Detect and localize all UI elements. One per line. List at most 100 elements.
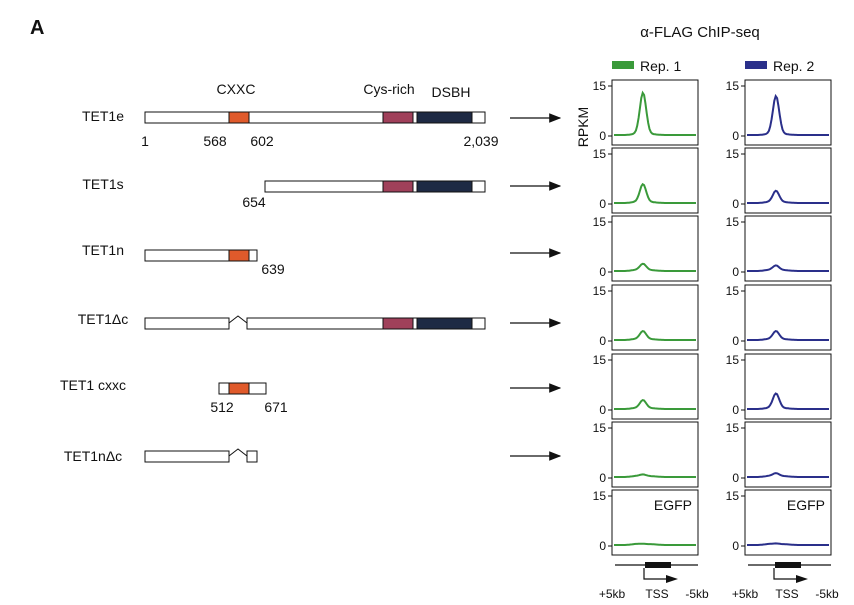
dsbh-domain bbox=[416, 317, 473, 330]
x-tick-label: +5kb bbox=[599, 587, 626, 601]
chip-title: α-FLAG ChIP-seq bbox=[640, 24, 760, 41]
legend-label-rep2: Rep. 2 bbox=[773, 58, 814, 74]
x-tick-label: TSS bbox=[775, 587, 798, 601]
cys-rich-domain bbox=[382, 317, 414, 330]
signal-line-Rep. 2 bbox=[747, 189, 829, 204]
y-tick-label: 0 bbox=[732, 403, 739, 417]
y-tick-label: 15 bbox=[593, 353, 607, 367]
signal-line-Rep. 1 bbox=[614, 90, 696, 136]
chip-panel: 15 0 bbox=[593, 284, 699, 351]
deletion-gap bbox=[228, 315, 248, 324]
y-tick-label: 15 bbox=[726, 353, 740, 367]
tss-arrow-icon bbox=[666, 575, 678, 583]
construct-diagram-tet1-delta-c bbox=[144, 315, 486, 330]
signal-line-Rep. 2 bbox=[747, 93, 829, 136]
chip-panel: 15 0 bbox=[593, 421, 699, 488]
chip-panel: 15 0 bbox=[726, 284, 832, 351]
y-tick-label: 15 bbox=[726, 489, 740, 503]
y-tick-label: 0 bbox=[732, 334, 739, 348]
y-tick-label: 15 bbox=[593, 147, 607, 161]
y-tick-label: 0 bbox=[599, 471, 606, 485]
gene-model-rep1 bbox=[615, 562, 698, 583]
dsbh-domain-label: DSBH bbox=[432, 84, 471, 100]
chip-panel: 15 0 bbox=[726, 421, 832, 488]
chip-panel: 15 0 EGFP bbox=[593, 489, 699, 556]
position-label: 512 bbox=[210, 399, 234, 415]
egfp-label: EGFP bbox=[654, 497, 692, 513]
chip-panel: 15 0 bbox=[593, 147, 699, 214]
y-tick-label: 0 bbox=[599, 403, 606, 417]
construct-diagram-tet1n-delta-c bbox=[144, 448, 258, 463]
signal-line-Rep. 2 bbox=[747, 472, 829, 478]
cxxc-domain bbox=[228, 249, 250, 262]
y-tick-label: 0 bbox=[732, 197, 739, 211]
x-tick-label: +5kb bbox=[732, 587, 759, 601]
chip-panel: 15 0 bbox=[726, 353, 832, 420]
x-tick-label: -5kb bbox=[685, 587, 709, 601]
legend-swatch-rep2 bbox=[745, 61, 767, 69]
cxxc-domain bbox=[228, 382, 250, 395]
y-tick-label: 0 bbox=[732, 539, 739, 553]
y-tick-label: 15 bbox=[593, 215, 607, 229]
y-tick-label: 15 bbox=[726, 421, 740, 435]
chip-seq-panels: 15 0 15 0 15 0 15 0 15 0 15 0 15 0 15 0 15 0 15 0 15 0 15 0 15 0 E… bbox=[593, 79, 832, 556]
y-tick-label: 0 bbox=[599, 539, 606, 553]
signal-line-Rep. 1 bbox=[614, 330, 696, 341]
tss-arrow-icon bbox=[796, 575, 808, 583]
construct-diagram-tet1e bbox=[144, 111, 486, 124]
x-tick-label: -5kb bbox=[815, 587, 839, 601]
signal-line-Rep. 1 bbox=[614, 399, 696, 410]
cys-rich-domain-label: Cys-rich bbox=[363, 81, 414, 97]
cys-rich-domain bbox=[382, 180, 414, 193]
egfp-label: EGFP bbox=[787, 497, 825, 513]
y-tick-label: 0 bbox=[732, 265, 739, 279]
y-tick-label: 0 bbox=[599, 334, 606, 348]
cys-rich-domain bbox=[382, 111, 414, 124]
y-tick-label: 15 bbox=[726, 147, 740, 161]
y-tick-label: 15 bbox=[593, 489, 607, 503]
signal-line-Rep. 1 bbox=[614, 182, 696, 204]
position-label: 639 bbox=[261, 261, 285, 277]
signal-line-Rep. 2 bbox=[747, 264, 829, 272]
y-tick-label: 0 bbox=[732, 471, 739, 485]
x-tick-label: TSS bbox=[645, 587, 668, 601]
y-tick-label: 15 bbox=[593, 284, 607, 298]
chip-panel: 15 0 bbox=[593, 353, 699, 420]
construct-name: TET1e bbox=[82, 108, 124, 124]
y-tick-label: 15 bbox=[593, 79, 607, 93]
construct-diagram-tet1s bbox=[264, 180, 486, 193]
chip-panel: 15 0 bbox=[726, 215, 832, 282]
chip-panel: 15 0 bbox=[726, 147, 832, 214]
legend-label-rep1: Rep. 1 bbox=[640, 58, 681, 74]
chip-panel: 15 0 bbox=[593, 215, 699, 282]
deletion-gap bbox=[228, 448, 248, 457]
chip-panel: 15 0 EGFP bbox=[726, 489, 832, 556]
construct-diagram-tet1-cxxc bbox=[218, 382, 267, 395]
position-label: 602 bbox=[250, 133, 274, 149]
position-label: 1 bbox=[141, 133, 149, 149]
construct-name: TET1Δc bbox=[78, 311, 129, 327]
y-tick-label: 15 bbox=[593, 421, 607, 435]
signal-line-Rep. 1 bbox=[614, 262, 696, 272]
position-label: 671 bbox=[264, 399, 288, 415]
y-tick-label: 15 bbox=[726, 215, 740, 229]
y-tick-label: 0 bbox=[732, 129, 739, 143]
y-axis-title: RPKM bbox=[575, 107, 591, 147]
gene-model-rep2 bbox=[748, 562, 831, 583]
chip-panel: 15 0 bbox=[726, 79, 832, 146]
construct-name: TET1n bbox=[82, 242, 124, 258]
y-tick-label: 0 bbox=[599, 197, 606, 211]
cxxc-domain bbox=[228, 111, 250, 124]
position-label: 654 bbox=[242, 194, 266, 210]
y-tick-label: 0 bbox=[599, 129, 606, 143]
signal-line-Rep. 2 bbox=[747, 330, 829, 341]
y-tick-label: 0 bbox=[599, 265, 606, 279]
dsbh-domain bbox=[416, 111, 473, 124]
cxxc-domain-label: CXXC bbox=[217, 81, 256, 97]
y-tick-label: 15 bbox=[726, 79, 740, 93]
position-label: 568 bbox=[203, 133, 227, 149]
signal-line-Rep. 2 bbox=[747, 392, 829, 410]
construct-name: TET1nΔc bbox=[64, 448, 122, 464]
panel-letter: A bbox=[30, 17, 44, 39]
y-tick-label: 15 bbox=[726, 284, 740, 298]
